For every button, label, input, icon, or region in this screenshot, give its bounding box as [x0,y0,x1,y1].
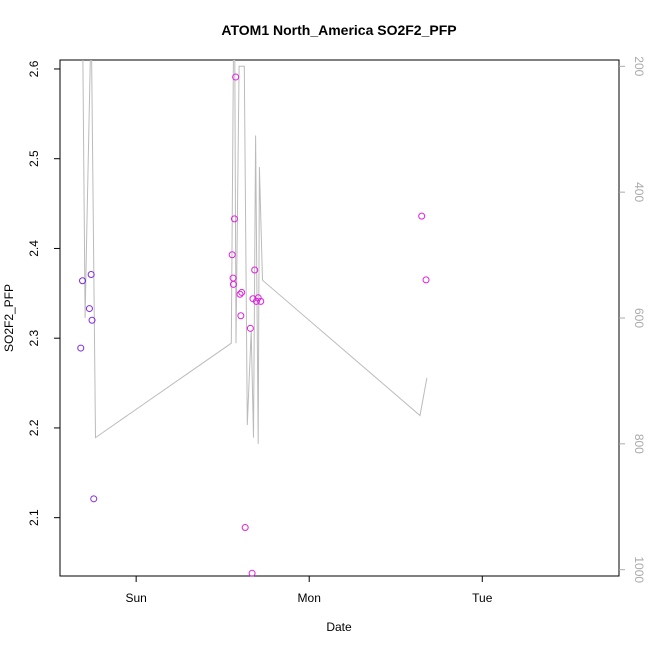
right-y-tick-label: 800 [632,434,646,454]
altitude-line [82,60,428,444]
data-point [229,280,237,288]
data-point [251,266,259,274]
data-point [422,276,430,284]
x-tick-label: Sun [125,591,146,605]
data-point [77,344,85,352]
data-point [90,495,98,503]
data-point [241,524,249,532]
y-axis-label: SO2F2_PFP [2,284,16,352]
right-y-tick-label: 600 [632,308,646,328]
data-point [87,270,95,278]
data-point [238,288,246,296]
point-series [77,73,430,577]
data-point [418,212,426,220]
y-tick-label: 2.6 [27,60,41,77]
y-axis-right: 200 400 600 800 1000 [619,56,646,583]
x-axis: Sun Mon Tue [125,576,493,605]
data-point [88,316,96,324]
right-y-tick-label: 400 [632,182,646,202]
right-y-tick-label: 200 [632,56,646,76]
data-point [237,312,245,320]
right-y-tick-label: 1000 [632,556,646,583]
line-series [82,60,428,444]
data-point [228,251,236,259]
plot-frame [59,59,620,577]
y-tick-label: 2.4 [27,240,41,257]
x-tick-label: Tue [472,591,493,605]
chart-title: ATOM1 North_America SO2F2_PFP [221,22,456,38]
y-tick-label: 2.2 [27,419,41,436]
data-point [230,215,238,223]
y-tick-label: 2.1 [27,509,41,526]
y-tick-label: 2.5 [27,150,41,167]
y-tick-label: 2.3 [27,330,41,347]
data-point [246,324,254,332]
data-point [252,297,260,305]
data-point [248,569,256,577]
y-axis-left: 2.1 2.2 2.3 2.4 2.5 2.6 [27,60,60,526]
x-tick-label: Mon [298,591,321,605]
data-point [232,73,240,81]
data-point [236,290,244,298]
data-point [85,305,93,313]
data-point [257,297,265,305]
data-point [229,274,237,282]
data-point [78,277,86,285]
x-axis-label: Date [326,620,352,634]
